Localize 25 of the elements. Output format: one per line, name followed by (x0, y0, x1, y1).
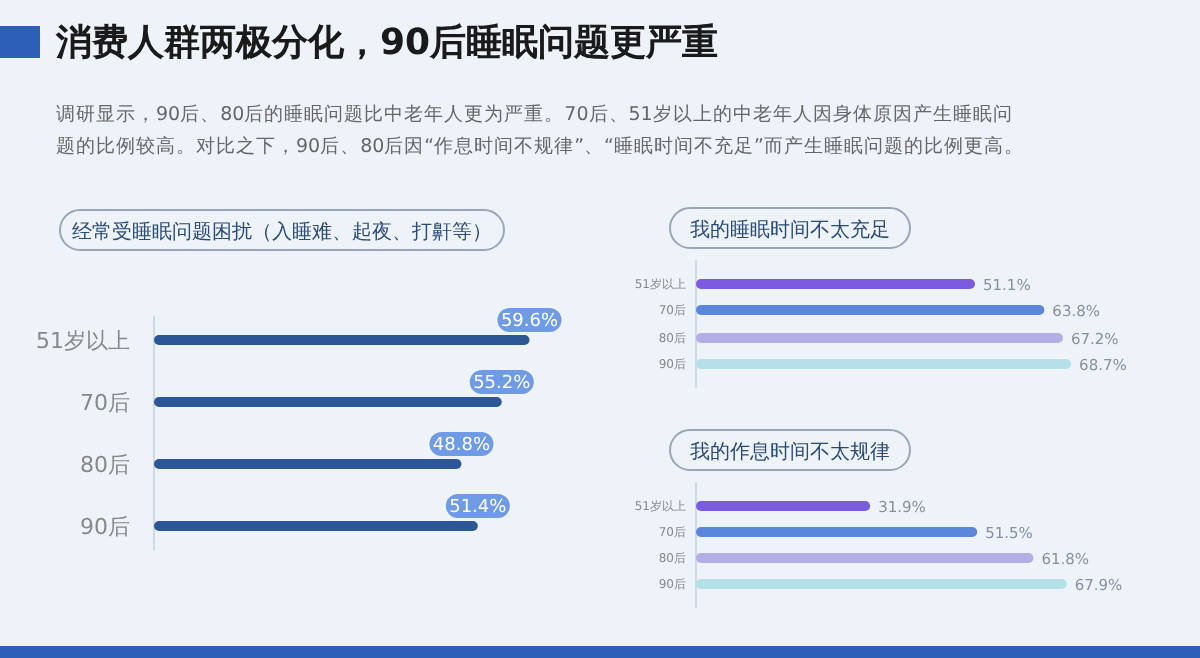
bar (154, 459, 462, 469)
chart-subtitle: 调研显示，90后、80后的睡眠问题比中老年人更为严重。70后、51岁以上的中老年人因身体原因产生睡眠问题的比例较高。对比之下，90后、80后因“作息时间不规律”、“睡眠时间不充足”而产生睡眠问题的比例更高。 (56, 102, 1024, 158)
y-tick-label: 70后 (80, 389, 130, 416)
bar (696, 553, 1034, 563)
y-tick-label: 51岁以上 (36, 327, 130, 354)
data-label: 51.4% (449, 498, 508, 518)
data-label: 55.2% (473, 374, 532, 394)
bar (696, 501, 871, 511)
bar (696, 305, 1045, 315)
y-tick-label: 80后 (80, 451, 130, 478)
x-axis-title: 我的作息时间不太规律 (690, 440, 890, 464)
x-axis-title: 我的睡眠时间不太充足 (690, 218, 890, 242)
bar (696, 333, 1063, 343)
bar (154, 397, 502, 407)
chart-title: 消费人群两极分化，90后睡眠问题更严重 (54, 22, 719, 64)
data-label: 59.6% (500, 312, 559, 332)
x-axis-title: 经常受睡眠问题困扰（入睡难、起夜、打鼾等） (72, 220, 492, 244)
bar (696, 359, 1072, 369)
bar (696, 279, 976, 289)
data-label: 48.8% (432, 436, 491, 456)
bar (696, 579, 1067, 589)
bar (696, 527, 978, 537)
bar (154, 335, 530, 345)
y-tick-label: 90后 (80, 513, 130, 540)
bar (154, 521, 478, 531)
